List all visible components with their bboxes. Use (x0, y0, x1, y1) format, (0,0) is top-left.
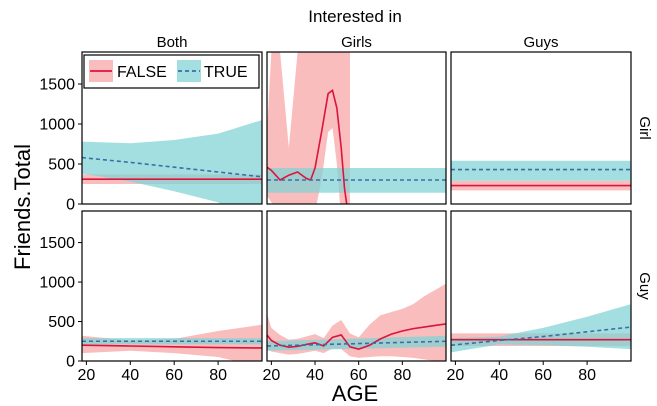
line-false (267, 323, 446, 350)
y-tick-label: 1000 (39, 275, 75, 292)
band-true (451, 160, 631, 181)
x-tick-label: 80 (393, 367, 411, 384)
x-tick-label: 80 (209, 367, 227, 384)
panel-girl-guys (450, 51, 632, 205)
y-tick-label: 1000 (39, 117, 75, 134)
x-tick-label: 60 (350, 367, 368, 384)
band-true (267, 335, 446, 351)
x-tick-label: 60 (165, 367, 183, 384)
band-true (267, 168, 446, 193)
x-tick-label: 20 (262, 367, 280, 384)
line-true (82, 156, 262, 178)
panel-border (450, 51, 632, 205)
panels (81, 51, 632, 362)
band-true (82, 338, 262, 345)
panel-border (266, 210, 447, 362)
x-tick-label: 40 (490, 367, 508, 384)
x-tick-label: 20 (77, 367, 95, 384)
panel-guy-girls (266, 210, 447, 362)
y-tick-label: 0 (66, 354, 75, 371)
panel-border (81, 210, 263, 362)
line-false (267, 89, 348, 204)
row-strip-guy: Guy (636, 272, 653, 300)
x-axis-label: AGE (332, 381, 378, 406)
x-tick-label: 60 (534, 367, 552, 384)
x-tick-label: 20 (446, 367, 464, 384)
panel-border (81, 51, 263, 205)
band-false (267, 283, 446, 361)
panel-girl-girls (266, 51, 447, 205)
line-true (267, 340, 446, 347)
band-true (451, 304, 631, 353)
panel-guy-guys (450, 210, 632, 362)
legend-label-true: TRUE (204, 64, 248, 81)
line-true (451, 326, 631, 347)
x-tick-label: 80 (578, 367, 596, 384)
y-tick-label: 1500 (39, 77, 75, 94)
y-tick-label: 500 (48, 157, 75, 174)
x-axes: 20 40 60 80 20 40 60 80 20 40 60 80 (77, 361, 596, 384)
panel-border (450, 210, 632, 362)
panel-girl-both (81, 51, 263, 205)
legend: FALSE TRUE (83, 54, 260, 89)
y-tick-label: 0 (66, 197, 75, 214)
x-tick-label: 40 (306, 367, 324, 384)
column-strip-guys: Guys (523, 34, 558, 51)
row-strips: Girl Guy (636, 116, 653, 300)
x-tick-label: 40 (121, 367, 139, 384)
line-false (82, 344, 262, 349)
y-tick-label: 500 (48, 314, 75, 331)
y-axis-label: Friends.Total (10, 144, 35, 270)
y-tick-label: 1500 (39, 235, 75, 252)
legend-label-false: FALSE (117, 64, 167, 81)
chart-title: Interested in (308, 7, 402, 26)
row-strip-girl: Girl (636, 116, 653, 139)
column-strips: Both Girls Guys (157, 34, 559, 51)
band-true (82, 120, 262, 204)
column-strip-girls: Girls (341, 34, 372, 51)
panel-guy-both (81, 210, 263, 362)
band-false (267, 52, 350, 204)
column-strip-both: Both (157, 34, 188, 51)
y-axes: 0 500 1000 1500 0 500 1000 1500 (39, 77, 82, 371)
legend-box (83, 54, 260, 89)
panel-border (266, 51, 447, 205)
